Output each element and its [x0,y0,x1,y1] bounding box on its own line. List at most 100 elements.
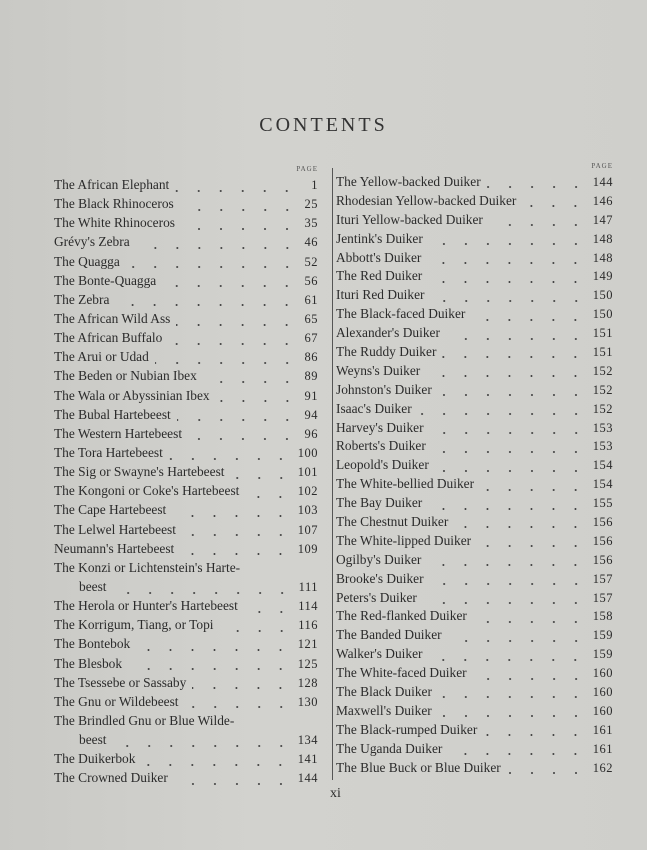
entry-title: The Black Duiker [336,684,432,700]
contents-column-left: PAGE The African Elephant 1 The Black Rhin… [54,165,318,790]
leader-dots [477,545,587,548]
toc-entry: The Konzi or Lichtenstein's Harte- [54,560,318,579]
entry-title: Leopold's Duiker [336,457,429,473]
entry-title: The Black-rumped Duiker [336,721,478,737]
toc-entry: Isaac's Duiker 152 [336,401,613,420]
leader-dots [181,534,292,537]
toc-entry: The Chestnut Duiker 156 [336,514,613,533]
toc-entry: Rhodesian Yellow-backed Duiker 146 [336,193,613,212]
leader-dots [480,488,587,491]
toc-entry: Johnston's Duiker 152 [336,382,613,401]
toc-entry: The Duikerbok 141 [54,751,318,770]
entry-page: 107 [297,522,318,537]
entry-title: The Brindled Gnu or Blue Wilde- [54,712,235,728]
toc-entry: The Black-faced Duiker 150 [336,306,613,325]
leader-dots [175,189,298,192]
entry-page: 160 [592,703,613,718]
leader-dots [417,413,587,416]
entry-page: 144 [592,175,613,189]
leader-dots [472,677,587,680]
leader-dots [522,205,587,208]
toc-entry: The White-bellied Duiker 154 [336,476,613,495]
leader-dots [184,706,292,709]
column-divider [332,168,333,780]
leader-dots [115,304,298,307]
entry-page: 100 [297,445,318,460]
leader-dots [168,457,292,460]
entry-title: The Cape Hartebeest [54,502,167,518]
leader-dots [230,476,292,479]
entry-page: 150 [592,307,613,322]
leader-dots [447,639,587,642]
leader-dots [430,299,587,302]
entry-title: Isaac's Duiker [336,400,412,416]
entry-page: 154 [592,477,613,492]
entry-title: The Uganda Duiker [336,740,443,756]
toc-entry: The Blesbok 125 [54,656,318,675]
leader-dots [112,591,293,594]
entry-page: 154 [592,458,613,473]
entry-title: The Ruddy Duiker [336,344,437,360]
entry-page: 35 [304,216,318,231]
leader-dots [454,526,587,529]
leader-dots [128,668,292,671]
entry-page: 151 [592,326,613,341]
entry-title: Maxwell's Duiker [336,702,432,718]
toc-entry: The Red Duiker 149 [336,268,613,287]
entry-title: The Bay Duiker [336,495,423,511]
entry-title: Abbott's Duiker [336,249,422,265]
entry-page: 125 [297,656,318,671]
toc-entry: The Arui or Udad 86 [54,349,318,368]
entry-title: The Blue Buck or Blue Duiker [336,759,501,775]
toc-entry: The White Rhinoceros 35 [54,215,318,234]
leader-dots [422,602,587,605]
entry-title: Alexander's Duiker [336,325,440,341]
entry-title: The Black-faced Duiker [336,306,466,322]
page-column-header: PAGE [591,162,613,170]
entry-page: 111 [298,579,318,594]
toc-entry: The White-lipped Duiker 156 [336,533,613,552]
leader-dots [428,280,587,283]
leader-dots [427,262,587,264]
leader-dots [442,356,587,359]
toc-entry: The Bontebok 121 [54,636,318,655]
entry-title: The Bonte-Quagga [54,272,157,288]
entry-title: The Tsessebe or Sassaby [54,674,187,690]
toc-entry: The Gnu or Wildebeest 130 [54,694,318,713]
toc-entry: The Banded Duiker 159 [336,627,613,646]
toc-entry: The Tsessebe or Sassaby 128 [54,675,318,694]
entry-page: 152 [592,382,613,397]
page-title: CONTENTS [259,114,388,136]
toc-entry: The Lelwel Hartebeest 107 [54,522,318,541]
entry-page: 160 [592,685,613,700]
toc-entry: The Bubal Hartebeest 94 [54,407,318,426]
entry-page: 156 [592,515,613,530]
entry-page: 94 [304,407,318,422]
leader-dots [428,658,587,661]
entry-page: 157 [592,571,613,586]
leader-dots [448,753,587,756]
leader-dots [219,629,293,632]
entry-page: 25 [304,197,318,212]
toc-entry: Ogilby's Duiker 156 [336,552,613,571]
entry-page: 102 [297,484,318,499]
leader-dots [429,583,587,586]
entry-page: 162 [592,760,613,775]
entry-page: 130 [297,694,318,709]
toc-entry: The Quagga 52 [54,254,318,273]
entry-page: 46 [304,235,318,250]
entry-page: 149 [592,269,613,284]
toc-entry: The Beden or Nubian Ibex 89 [54,368,318,387]
toc-entry: The Uganda Duiker 161 [336,741,613,760]
entry-page: 134 [297,733,318,748]
entry-page: 150 [592,288,613,303]
leader-dots [426,375,587,378]
toc-entry: Peters's Duiker 157 [336,590,613,609]
leader-dots [154,361,298,364]
leader-dots [173,782,292,785]
toc-entry: Neumann's Hartebeest 109 [54,541,318,560]
entry-title: Rhodesian Yellow-backed Duiker [336,192,517,208]
leader-dots [245,495,292,498]
entry-title: Neumann's Hartebeest [54,540,175,556]
